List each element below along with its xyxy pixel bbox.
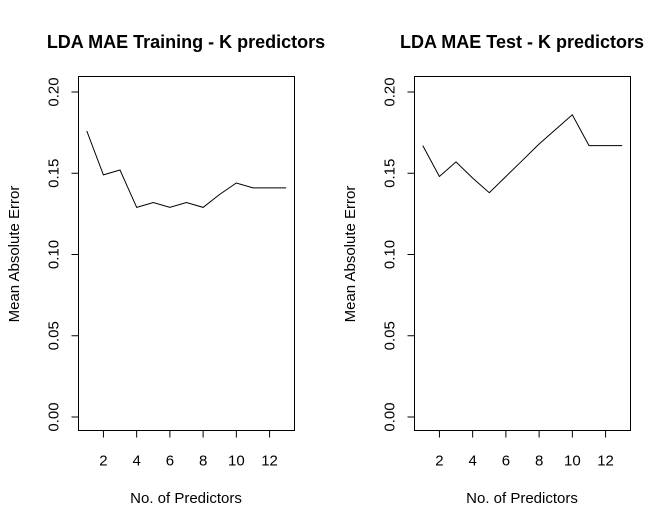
x-tick-label-training: 4 (132, 453, 140, 470)
chart-title-test: LDA MAE Test - K predictors (400, 32, 644, 52)
y-tick-label-test: 0.20 (382, 77, 399, 106)
series-line-test (422, 114, 623, 194)
x-tick-label-test: 2 (435, 453, 443, 470)
y-tick-label-training: 0.05 (46, 321, 63, 350)
x-axis-label-test: No. of Predictors (466, 490, 578, 507)
y-tick-label-test: 0.10 (382, 240, 399, 269)
axis-ticks-training: 2 4 6 8 10 12 0.00 0.05 0.10 0.15 0.20 (46, 77, 278, 469)
y-tick-label-test: 0.05 (382, 321, 399, 350)
y-tick-label-training: 0.00 (46, 402, 63, 431)
x-axis-label-training: No. of Predictors (130, 490, 242, 507)
y-tick-label-training: 0.20 (46, 77, 63, 106)
chart-title-training: LDA MAE Training - K predictors (47, 32, 325, 52)
series-line-training (86, 130, 287, 209)
chart-panel-training: LDA MAE Training - K predictors No. of P… (6, 32, 325, 507)
y-tick-label-test: 0.00 (382, 402, 399, 431)
x-tick-label-test: 8 (535, 453, 543, 470)
y-tick-label-training: 0.15 (46, 159, 63, 188)
x-tick-label-training: 6 (166, 453, 174, 470)
x-tick-label-training: 2 (99, 453, 107, 470)
chart-panel-test: LDA MAE Test - K predictors No. of Predi… (342, 32, 644, 507)
x-tick-label-training: 10 (228, 453, 245, 470)
y-axis-label-test: Mean Absolute Error (342, 186, 359, 323)
x-tick-label-test: 4 (468, 453, 476, 470)
plot-frame-test (414, 76, 631, 431)
axis-ticks-test: 2 4 6 8 10 12 0.00 0.05 0.10 0.15 0.20 (382, 77, 614, 469)
plot-frame-training (78, 76, 295, 431)
x-tick-label-test: 12 (597, 453, 614, 470)
x-tick-label-test: 6 (502, 453, 510, 470)
x-tick-label-test: 10 (564, 453, 581, 470)
y-tick-label-test: 0.15 (382, 159, 399, 188)
y-tick-label-training: 0.10 (46, 240, 63, 269)
x-tick-label-training: 8 (199, 453, 207, 470)
x-tick-label-training: 12 (261, 453, 278, 470)
y-axis-label-training: Mean Absolute Error (6, 186, 23, 323)
